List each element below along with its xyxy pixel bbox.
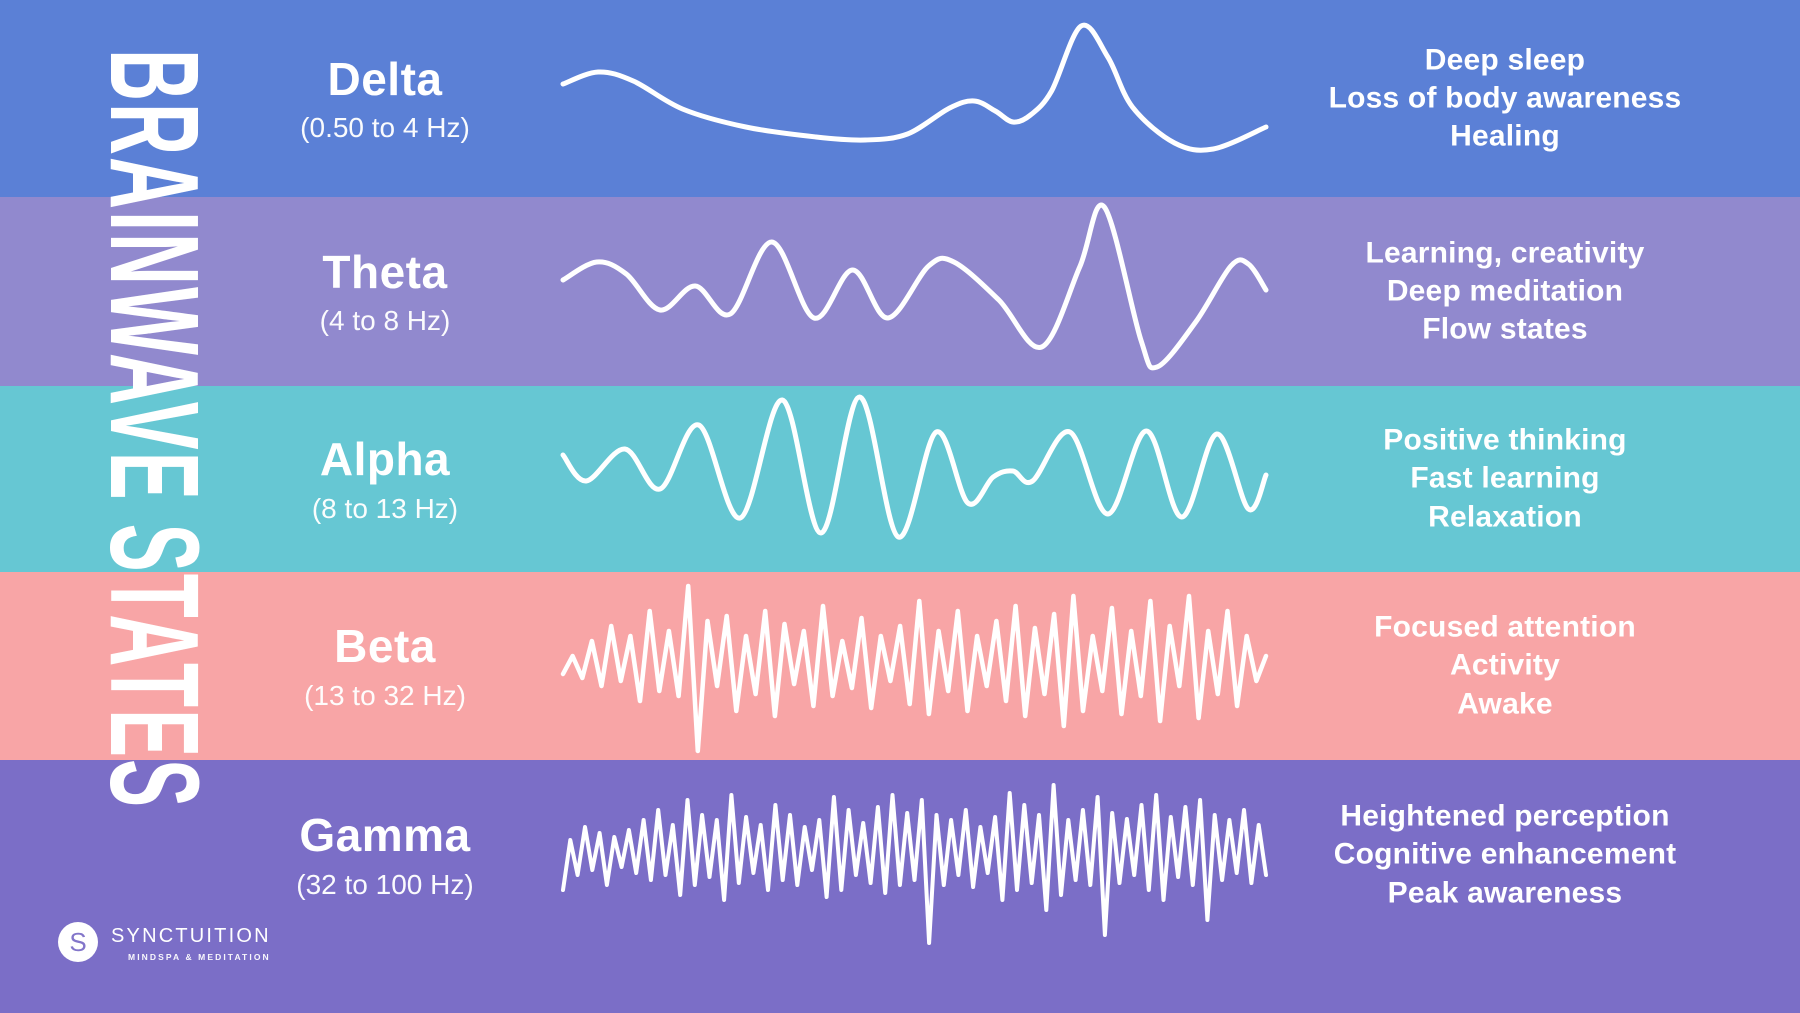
benefit-line: Heightened perception [1340,799,1670,833]
synctuition-logo-icon: S [58,922,98,962]
band-alpha: Alpha (8 to 13 Hz) Positive thinking Fas… [0,386,1800,572]
beta-benefits: Focused attention Activity Awake [1320,608,1690,723]
beta-waveform-icon [560,583,1269,754]
synctuition-logo: S SYNCTUITION MINDSPA & MEDITATION [58,922,271,962]
benefit-line: Fast learning [1410,461,1600,495]
benefit-line: Focused attention [1374,610,1636,644]
benefit-line: Healing [1450,119,1560,153]
benefit-line: Awake [1457,687,1553,721]
benefit-line: Learning, creativity [1365,235,1645,269]
benefit-line: Activity [1450,648,1560,682]
beta-frequency-range: (13 to 32 Hz) [304,679,466,711]
alpha-frequency-range: (8 to 13 Hz) [311,492,459,524]
alpha-name: Alpha [319,432,451,485]
gamma-benefits: Heightened perception Cognitive enhancem… [1320,797,1690,912]
benefit-line: Flow states [1422,312,1588,346]
delta-waveform-icon [560,22,1269,153]
band-beta: Beta (13 to 32 Hz) Focused attention Act… [0,572,1800,760]
synctuition-wordmark: SYNCTUITION MINDSPA & MEDITATION [111,922,271,962]
gamma-name: Gamma [299,808,471,861]
band-delta: Delta (0.50 to 4 Hz) Deep sleep Loss of … [0,0,1800,197]
alpha-benefits: Positive thinking Fast learning Relaxati… [1320,421,1690,536]
theta-frequency-range: (4 to 8 Hz) [319,305,451,337]
brand-name: SYNCTUITION [111,925,271,947]
benefit-line: Cognitive enhancement [1333,837,1677,871]
benefit-line: Relaxation [1428,500,1582,534]
delta-benefits: Deep sleep Loss of body awareness Healin… [1320,41,1690,156]
beta-name: Beta [334,619,436,672]
alpha-waveform-icon [560,394,1269,540]
band-gamma: Gamma (32 to 100 Hz) Heightened percepti… [0,760,1800,1013]
benefit-line: Positive thinking [1383,423,1627,457]
benefit-line: Loss of body awareness [1328,81,1682,115]
delta-frequency-range: (0.50 to 4 Hz) [300,112,470,144]
brand-tagline: MINDSPA & MEDITATION [128,952,271,962]
delta-label: Delta (0.50 to 4 Hz) [230,52,540,144]
delta-name: Delta [327,52,443,105]
theta-label: Theta (4 to 8 Hz) [230,245,540,337]
gamma-label: Gamma (32 to 100 Hz) [230,809,540,901]
vertical-title: BRAINWAVE STATES [83,48,223,809]
gamma-waveform-icon [561,783,1268,945]
theta-waveform-icon [560,202,1269,370]
benefit-line: Peak awareness [1387,876,1623,910]
gamma-frequency-range: (32 to 100 Hz) [296,868,474,900]
benefit-line: Deep sleep [1424,42,1586,76]
theta-benefits: Learning, creativity Deep meditation Flo… [1320,234,1690,349]
alpha-label: Alpha (8 to 13 Hz) [230,433,540,525]
beta-label: Beta (13 to 32 Hz) [230,620,540,712]
band-theta: Theta (4 to 8 Hz) Learning, creativity D… [0,197,1800,386]
benefit-line: Deep meditation [1386,274,1624,308]
theta-name: Theta [322,245,448,298]
